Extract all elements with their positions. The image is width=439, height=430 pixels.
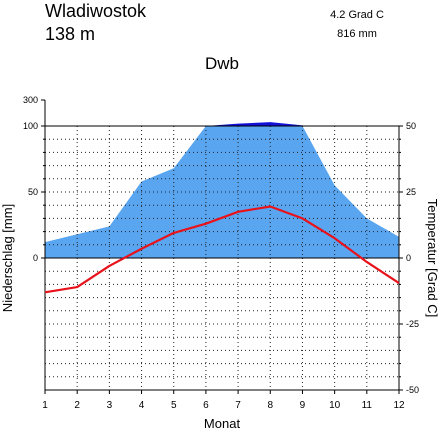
temperature-series xyxy=(44,205,400,294)
x-tick-label: 3 xyxy=(107,400,113,411)
precipitation-excess xyxy=(205,122,306,126)
y-axis-right-label: Temperatur [Grad C] xyxy=(425,199,439,318)
x-tick-label: 11 xyxy=(362,400,373,411)
station-elevation: 138 m xyxy=(45,24,95,44)
precipitation-series xyxy=(45,122,399,258)
x-tick-label: 4 xyxy=(139,400,145,411)
x-tick-label: 7 xyxy=(235,400,241,411)
station-name: Wladiwostok xyxy=(45,1,147,21)
y-left-tick-label: 100 xyxy=(23,121,38,131)
y-right-tick-label: 25 xyxy=(406,187,416,197)
x-tick-label: 6 xyxy=(203,400,209,411)
grid xyxy=(45,126,399,390)
chart-title: Dwb xyxy=(205,54,239,73)
x-tick-label: 9 xyxy=(300,400,306,411)
y-right-tick-label: 50 xyxy=(406,121,416,131)
x-tick-label: 8 xyxy=(267,400,273,411)
temperature-line xyxy=(44,205,400,294)
annual-precipitation: 816 mm xyxy=(337,28,377,40)
x-tick-label: 1 xyxy=(42,400,48,411)
x-tick-label: 12 xyxy=(393,400,405,411)
annual-temperature: 4.2 Grad C xyxy=(330,9,384,21)
x-tick-label: 2 xyxy=(74,400,80,411)
y-right-tick-label: 0 xyxy=(406,253,411,263)
x-axis-label: Monat xyxy=(204,416,241,430)
y-axis-left-label: Niederschlag [mm] xyxy=(0,204,15,312)
x-tick-label: 10 xyxy=(329,400,341,411)
y-right-tick-label: -50 xyxy=(406,385,419,395)
y-left-tick-label: 300 xyxy=(23,95,38,105)
y-right-tick-label: -25 xyxy=(406,319,419,329)
x-tick-label: 5 xyxy=(171,400,177,411)
y-left-tick-label: 0 xyxy=(33,253,38,263)
y-left-tick-label: 50 xyxy=(28,187,38,197)
